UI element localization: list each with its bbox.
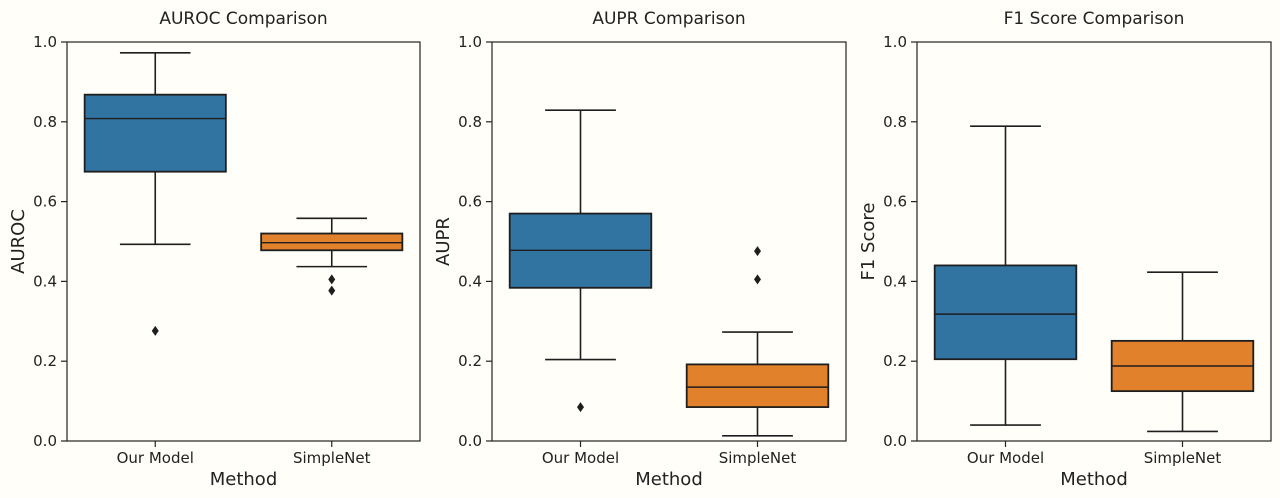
x-tick-label: Our Model [967, 449, 1044, 467]
panel-aupr: AUPR Comparison 0.0 0.2 0.4 0.6 0.8 1.0 Our Mod… [433, 9, 847, 490]
box-our-model [83, 51, 227, 336]
chart-title: F1 Score Comparison [1004, 9, 1185, 29]
x-axis-label: Method [635, 469, 703, 490]
y-tick-label: 0.4 [883, 272, 907, 290]
iqr-box [685, 363, 830, 408]
y-tick-label: 1.0 [33, 33, 57, 51]
panel-f1-score: F1 Score Comparison 0.0 0.2 0.4 0.6 0.8 1.0 Our… [858, 9, 1272, 490]
plot-frame [66, 41, 421, 442]
box-our-model [933, 125, 1078, 426]
iqr-box [83, 93, 227, 173]
y-tick-label: 0.0 [883, 432, 907, 450]
iqr-box [933, 264, 1078, 361]
outlier-point [328, 285, 336, 296]
y-tick-label: 0.6 [33, 193, 57, 211]
outlier-point [577, 402, 584, 413]
x-tick-label: Our Model [542, 449, 619, 467]
y-tick-label: 0.8 [883, 113, 907, 131]
x-tick-label: SimpleNet [293, 449, 371, 467]
box-our-model [508, 109, 653, 413]
y-axis-label: AUPR [433, 217, 454, 266]
chart-title: AUPR Comparison [592, 9, 745, 29]
x-axis-label: Method [210, 469, 278, 490]
x-axis-label: Method [1060, 469, 1128, 490]
y-tick-label: 0.0 [458, 432, 482, 450]
y-tick-label: 0.2 [33, 352, 57, 370]
outlier-point [754, 246, 761, 257]
outlier-point [151, 325, 159, 336]
y-tick-label: 0.6 [458, 193, 482, 211]
y-axis-label: F1 Score [858, 203, 879, 281]
box-simplenet [1110, 271, 1255, 433]
box-simplenet [260, 217, 404, 296]
outlier-point [754, 274, 761, 285]
x-tick-label: SimpleNet [719, 449, 797, 467]
box-simplenet [685, 246, 830, 437]
y-tick-label: 0.2 [883, 352, 907, 370]
x-tick-label: Our Model [117, 449, 194, 467]
y-tick-label: 0.8 [33, 113, 57, 131]
y-tick-label: 1.0 [883, 33, 907, 51]
y-tick-label: 0.8 [458, 113, 482, 131]
panel-auroc: AUROC Comparison 0.0 0.2 0.4 0.6 0.8 1.0 Our Mo… [8, 9, 421, 490]
plot-frame [491, 41, 847, 442]
y-tick-label: 0.0 [33, 432, 57, 450]
y-tick-label: 0.6 [883, 193, 907, 211]
y-tick-label: 1.0 [458, 33, 482, 51]
plot-frame [916, 41, 1272, 442]
y-tick-label: 0.2 [458, 352, 482, 370]
iqr-box [260, 232, 404, 252]
y-tick-label: 0.4 [458, 272, 482, 290]
y-axis-label: AUROC [8, 209, 29, 274]
chart-title: AUROC Comparison [159, 9, 327, 29]
y-tick-label: 0.4 [33, 272, 57, 290]
x-tick-label: SimpleNet [1144, 449, 1222, 467]
outlier-point [328, 274, 336, 285]
